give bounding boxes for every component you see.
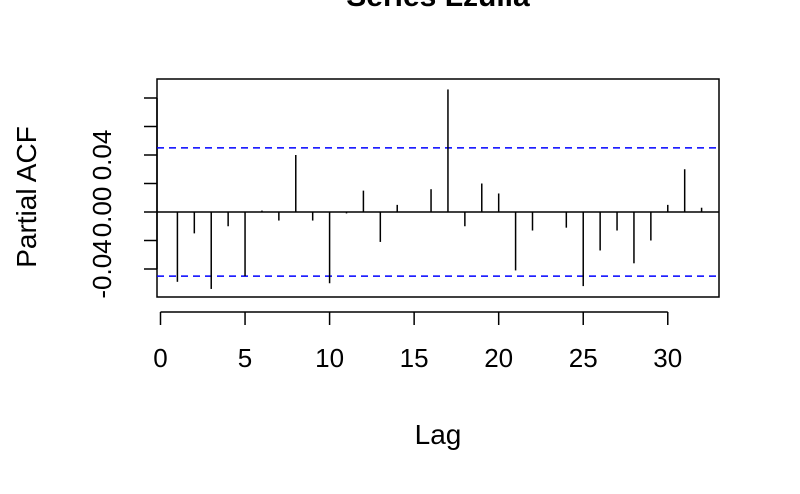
confidence-bounds: [157, 147, 719, 277]
x-axis-label: Lag: [415, 419, 462, 450]
y-axis-label: Partial ACF: [11, 126, 42, 268]
y-tick-label: 0.04: [87, 130, 117, 181]
x-tick-label: 20: [484, 343, 513, 373]
x-tick-label: 30: [653, 343, 682, 373]
y-tick-label: -0.04: [87, 239, 117, 298]
plot-frame: [156, 78, 720, 298]
y-tick-label: 0.00: [87, 187, 117, 238]
y-axis: -0.040.00 0.04: [87, 97, 158, 299]
x-tick-label: 25: [569, 343, 598, 373]
x-tick-label: 5: [238, 343, 252, 373]
pacf-bars: [176, 89, 703, 289]
chart-title: Series Lzuila: [346, 0, 530, 13]
x-tick-label: 0: [153, 343, 167, 373]
x-tick-label: 10: [315, 343, 344, 373]
x-axis: 0 5 10 15 20 25 30: [153, 311, 682, 373]
x-tick-label: 15: [400, 343, 429, 373]
